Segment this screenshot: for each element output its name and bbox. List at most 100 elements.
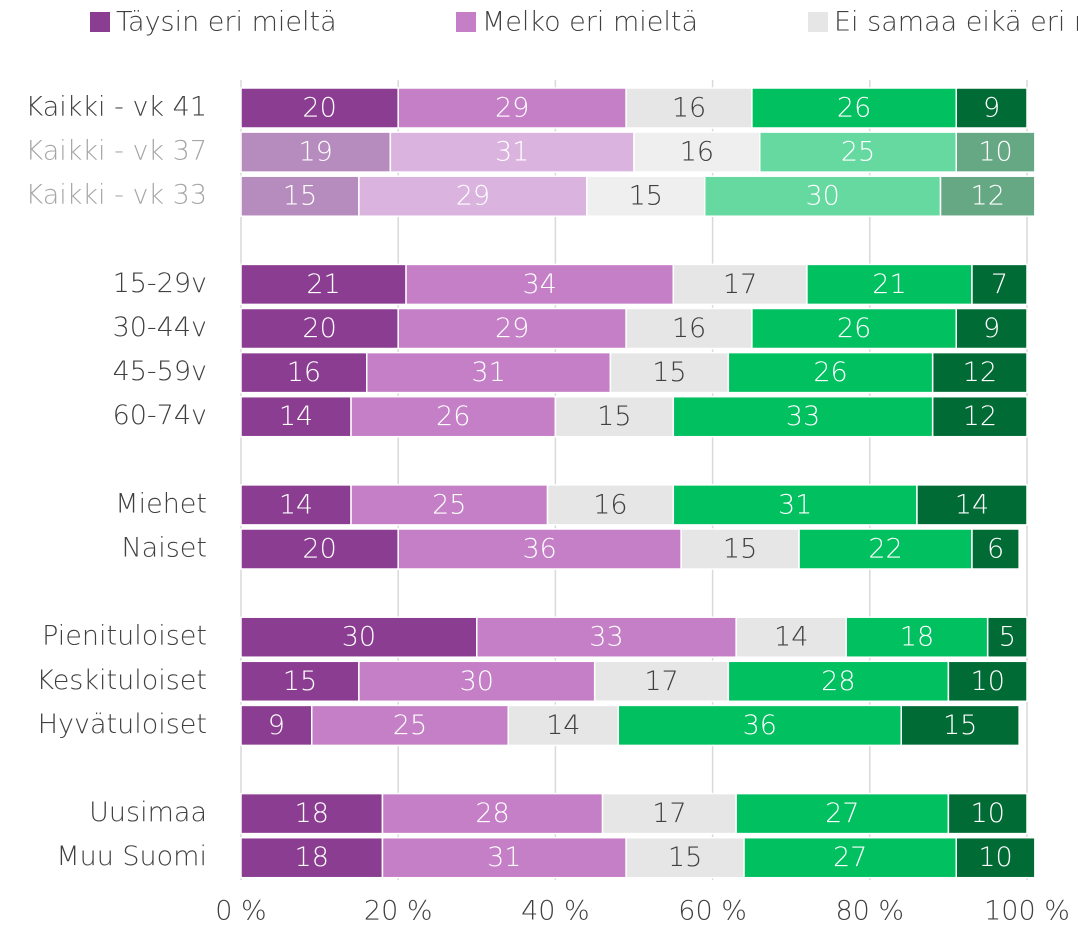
value-label: 17	[644, 666, 678, 697]
value-label: 15	[723, 534, 757, 565]
y-tick-label: 15-29v	[113, 268, 207, 299]
value-label: 14	[279, 489, 313, 520]
value-label: 16	[680, 137, 714, 168]
value-label: 33	[589, 622, 623, 653]
bar-segment	[586, 175, 706, 217]
value-label: 7	[991, 269, 1008, 300]
bar-segment	[743, 836, 958, 879]
bar-segment	[350, 395, 557, 438]
y-tick-label: Pienituloiset	[42, 621, 207, 652]
bar-segment	[554, 395, 675, 438]
value-label: 30	[460, 666, 494, 697]
y-tick-label: 45-59v	[113, 356, 207, 387]
value-label: 6	[987, 534, 1004, 565]
value-label: 36	[743, 710, 777, 741]
bar-segment	[939, 175, 1036, 217]
bar-segment	[310, 704, 509, 747]
value-label: 21	[306, 269, 340, 300]
bar-segment	[971, 528, 1020, 570]
x-tick-label: 80 %	[835, 896, 904, 927]
value-label: 16	[593, 489, 627, 520]
value-label: 31	[495, 137, 529, 168]
bar-segment	[389, 131, 635, 173]
value-label: 5	[999, 622, 1016, 653]
value-label: 28	[821, 666, 855, 697]
value-label: 30	[342, 622, 376, 653]
bar-segment	[751, 87, 958, 129]
y-tick-label: Miehet	[115, 488, 207, 519]
bar-segment	[625, 836, 745, 879]
value-label: 29	[456, 181, 490, 212]
x-tick-label: 20 %	[364, 896, 433, 927]
value-label: 27	[833, 842, 867, 873]
value-label: 14	[279, 401, 313, 432]
bar-segment	[381, 836, 627, 879]
value-label: 9	[983, 93, 1000, 124]
legend-swatch	[456, 12, 476, 32]
legend-label: Ei samaa eikä eri mieltä	[834, 7, 1078, 38]
bar-segment	[546, 484, 675, 526]
value-label: 14	[546, 710, 580, 741]
y-tick-label: 60-74v	[113, 400, 207, 431]
value-label: 10	[971, 666, 1005, 697]
value-label: 15	[597, 401, 631, 432]
value-label: 21	[872, 269, 906, 300]
y-tick-label: Hyvätuloiset	[38, 709, 207, 740]
bar-segment	[845, 616, 989, 658]
y-tick-label: Naiset	[121, 533, 207, 564]
value-label: 18	[295, 798, 329, 829]
bar-segment	[986, 616, 1028, 658]
value-label: 17	[652, 798, 686, 829]
value-label: 12	[963, 357, 997, 388]
bar-segment	[751, 307, 958, 350]
legend-label: Melko eri mieltä	[482, 7, 698, 38]
bar-segment	[358, 660, 596, 703]
bar-segment	[955, 307, 1028, 350]
value-label: 25	[393, 710, 427, 741]
value-label: 20	[302, 93, 336, 124]
bar-segment	[727, 660, 950, 703]
bar-segment	[947, 792, 1028, 835]
y-tick-label: 30-44v	[113, 312, 207, 343]
bar-segment	[680, 528, 800, 570]
value-label: 10	[978, 137, 1012, 168]
x-tick-label: 100 %	[984, 896, 1070, 927]
value-label: 26	[436, 401, 470, 432]
value-label: 15	[283, 666, 317, 697]
value-label: 27	[825, 798, 859, 829]
bar-segment	[593, 660, 730, 703]
bar-segment	[240, 175, 360, 217]
bar-segment	[931, 395, 1028, 438]
bar-segment	[609, 351, 730, 394]
value-label: 25	[432, 489, 466, 520]
bar-segment	[955, 87, 1028, 129]
bar-segment	[507, 704, 620, 747]
bar-segment	[240, 395, 352, 438]
bar-segment	[955, 131, 1036, 173]
value-label: 26	[837, 93, 871, 124]
value-label: 15	[629, 181, 663, 212]
value-label: 31	[471, 357, 505, 388]
value-label: 15	[283, 181, 317, 212]
bar-segment	[240, 87, 399, 129]
bar-segment	[703, 175, 942, 217]
value-label: 26	[813, 357, 847, 388]
value-label: 20	[302, 534, 336, 565]
bar-segment	[955, 836, 1036, 879]
y-tick-label: Kaikki - vk 33	[25, 180, 207, 211]
value-label: 15	[652, 357, 686, 388]
value-label: 9	[983, 313, 1000, 344]
x-tick-label: 40 %	[521, 896, 590, 927]
bar-segment	[971, 263, 1028, 306]
bar-segment	[759, 131, 958, 173]
y-tick-label: Kaikki - vk 37	[25, 136, 207, 167]
x-tick-label: 60 %	[678, 896, 747, 927]
bar-segment	[476, 616, 737, 658]
y-tick-label: Muu Suomi	[56, 841, 207, 872]
value-label: 15	[668, 842, 702, 873]
value-label: 16	[672, 93, 706, 124]
bar-segment	[397, 528, 682, 570]
bar-segment	[366, 351, 612, 394]
value-label: 12	[971, 181, 1005, 212]
